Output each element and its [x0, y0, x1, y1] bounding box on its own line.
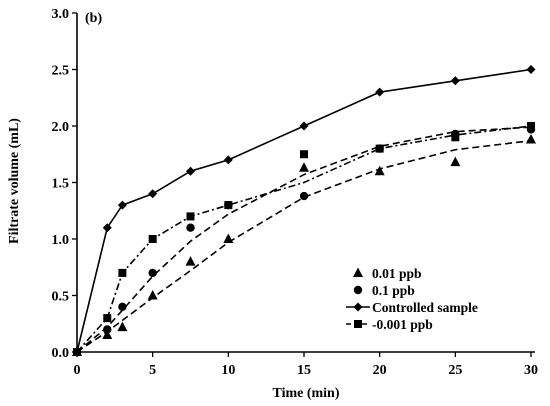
legend-label: -0.001 ppb: [372, 317, 433, 332]
series-triangle: [72, 134, 536, 356]
legend-marker: [354, 320, 362, 328]
x-tick-label: 25: [448, 363, 462, 378]
data-point: [526, 65, 536, 74]
data-point: [148, 268, 157, 278]
legend-label: 0.1 ppb: [372, 283, 415, 298]
data-point: [223, 233, 234, 243]
legend-item: -0.001 ppb: [346, 317, 433, 332]
x-tick-label: 10: [221, 363, 235, 378]
data-point: [148, 189, 158, 199]
data-point: [374, 165, 385, 176]
data-point: [224, 201, 233, 210]
data-point: [102, 223, 112, 233]
x-axis-title: Time (min): [272, 386, 339, 401]
data-point: [186, 166, 195, 176]
data-point: [73, 348, 81, 356]
data-point: [118, 302, 127, 311]
y-tick-label: 1.0: [52, 233, 70, 248]
axis-ticks: 0 5 10 15 20 25 30 0.0 0.5 1.0 1.5 2.0 2.5 3.0: [52, 7, 539, 378]
data-point: [148, 235, 157, 243]
legend-label: Controlled sample: [372, 300, 478, 315]
legend-item: 0.1 ppb: [353, 283, 415, 298]
y-tick-label: 1.5: [52, 177, 70, 192]
data-point: [450, 156, 461, 167]
x-tick-label: 30: [524, 363, 538, 378]
y-tick-label: 2.5: [52, 64, 70, 79]
data-point: [527, 122, 535, 130]
legend-item: Controlled sample: [346, 300, 478, 315]
x-tick-label: 0: [74, 363, 81, 378]
data-point: [186, 212, 195, 221]
series-line: [76, 125, 532, 353]
data-point: [299, 121, 309, 131]
data-point: [102, 329, 113, 340]
data-point: [299, 191, 309, 201]
y-tick-label: 0.5: [52, 290, 70, 305]
data-point: [118, 268, 127, 277]
data-point: [186, 223, 195, 232]
legend: 0.01 ppb 0.1 ppb Controlled sample -0.001 p…: [346, 266, 478, 332]
y-tick-label: 2.0: [52, 120, 70, 135]
legend-marker: [353, 302, 363, 312]
series-circle: [72, 125, 536, 357]
series-diamond: [72, 65, 536, 357]
x-tick-label: 20: [373, 363, 387, 378]
panel-label: (b): [85, 11, 102, 26]
data-point: [300, 150, 308, 159]
y-tick-label: 3.0: [52, 7, 70, 22]
data-point: [223, 155, 233, 165]
data-point: [375, 144, 384, 153]
series-line: [76, 68, 532, 353]
data-point: [103, 325, 112, 334]
series-line: [76, 139, 532, 353]
legend-item: 0.01 ppb: [353, 266, 422, 281]
legend-marker: [353, 285, 363, 295]
data-point: [450, 76, 460, 86]
x-tick-label: 5: [149, 363, 156, 378]
x-tick-label: 15: [297, 363, 311, 378]
legend-label: 0.01 ppb: [372, 266, 422, 281]
data-point: [117, 321, 128, 332]
data-point: [526, 134, 536, 144]
series-layer: [72, 65, 536, 357]
data-point: [375, 87, 385, 97]
legend-marker: [353, 267, 363, 277]
series-line: [76, 126, 532, 353]
y-tick-label: 0.0: [52, 346, 70, 361]
data-point: [299, 162, 309, 172]
data-point: [103, 314, 112, 323]
data-point: [117, 200, 127, 210]
data-point: [185, 256, 196, 266]
y-axis-title: Filtrate volume (mL): [7, 118, 22, 244]
data-point: [147, 290, 158, 300]
series-square: [73, 122, 535, 356]
data-point: [451, 133, 460, 142]
